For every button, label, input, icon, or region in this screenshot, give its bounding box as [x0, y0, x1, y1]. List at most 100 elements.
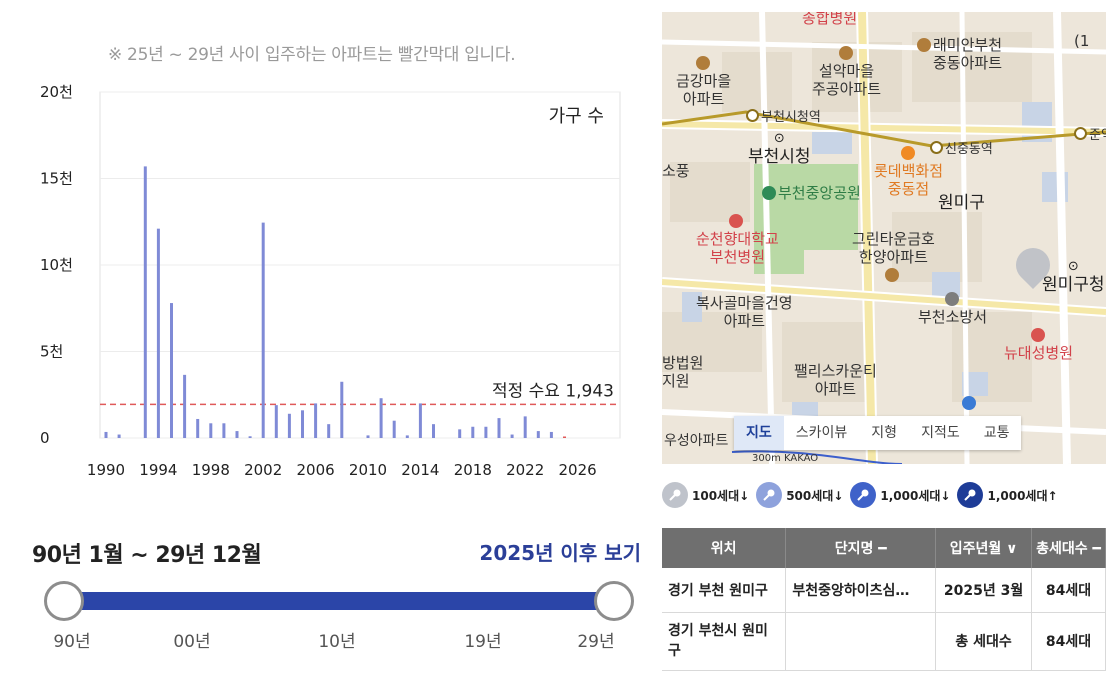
bar — [261, 222, 265, 438]
bar — [235, 431, 239, 438]
summary-empty — [785, 612, 937, 671]
bar — [117, 434, 121, 438]
series-label: 가구 수 — [549, 106, 604, 127]
slider-label-00: 00년 — [173, 632, 211, 652]
table-row[interactable]: 경기 부천 원미구 부천중앙하이츠심… 2025년 3월 84세대 — [662, 568, 1106, 613]
map-tab-cadastral[interactable]: 지적도 — [921, 425, 960, 441]
housing-supply-chart: 0 5천 10천 15천 20천 1990 1994 1998 2002 2006 2010 2014… — [0, 70, 640, 490]
map-poi-blue-pin[interactable] — [962, 394, 978, 412]
y-tick-label: 20천 — [40, 83, 73, 101]
map-poi-right-top-edge: (1 — [1074, 32, 1090, 50]
map-view[interactable]: 종합병원 래미안부천 중동아파트 설악마을 주공아파트 금강마을 아파트 부천시… — [662, 12, 1106, 464]
bar — [563, 436, 566, 438]
apartment-icon — [695, 56, 710, 70]
map-tab-terrain[interactable]: 지형 — [871, 425, 898, 441]
map-poi-raemian[interactable]: 래미안부천 중동아파트 — [917, 36, 1002, 72]
map-poi-green-town[interactable]: 그린타운금호 한양아파트 — [852, 230, 935, 284]
y-tick-label: 5천 — [40, 343, 63, 361]
bar — [432, 424, 435, 438]
y-tick-label: 15천 — [40, 170, 73, 188]
map-poi-lotte[interactable]: 롯데백화점 중동점 — [874, 144, 943, 198]
y-tick-label: 10천 — [40, 256, 73, 274]
map-poi-bottom-apt[interactable]: 우성아파트 — [664, 433, 729, 449]
range-slider-end-handle[interactable] — [594, 581, 634, 621]
x-tick-label: 2010 — [349, 461, 387, 479]
legend-1000-under-label: 1,000세대↓ — [880, 488, 951, 503]
legend-500-label: 500세대↓ — [786, 488, 844, 503]
bar — [170, 303, 173, 438]
slider-label-19: 19년 — [464, 632, 502, 652]
map-poi-palace-label: 팰리스카운티 아파트 — [794, 362, 877, 398]
map-poi-hospital-top[interactable]: 종합병원 — [802, 12, 858, 27]
map-tab-map[interactable]: 지도 — [734, 416, 784, 450]
shopping-icon — [900, 146, 915, 160]
legend-100: 100세대↓ — [662, 482, 749, 508]
slider-label-90: 90년 — [53, 632, 91, 652]
marker-500-icon — [756, 482, 783, 508]
bar — [405, 435, 409, 438]
x-tick-label: 2026 — [559, 461, 597, 479]
legend-1000-over-label: 1,000세대↑ — [987, 488, 1058, 503]
apartment-icon — [885, 268, 900, 282]
map-poi-central-park[interactable]: 부천중앙공원 — [762, 184, 861, 202]
map-poi-soonchunhyang[interactable]: 순천향대학교 부천병원 — [696, 212, 779, 266]
map-poi-wonmigu-office[interactable]: ⊙ 원미구청 — [1042, 256, 1105, 294]
map-poi-left-edge[interactable]: 소풍 — [662, 162, 690, 180]
bar — [314, 403, 318, 438]
marker-legend: 100세대↓ 500세대↓ 1,000세대↓ 1,000세대↑ — [662, 480, 1112, 510]
map-station-sinjungdong[interactable]: 신중동역 — [930, 138, 993, 157]
map-station-cityhall[interactable]: 부천시청역 — [746, 106, 821, 125]
apartment-icon — [917, 38, 931, 52]
x-tick-label: 1994 — [139, 461, 177, 479]
hospital-icon — [729, 214, 744, 228]
bar — [183, 374, 187, 438]
map-station-right[interactable]: 준익 — [1074, 124, 1106, 143]
reference-label: 적정 수요 1,943 — [492, 381, 614, 401]
map-tab-traffic[interactable]: 교통 — [983, 425, 1010, 441]
header-move-in[interactable]: 입주년월 ∨ — [935, 528, 1033, 568]
cell-households: 84세대 — [1031, 568, 1106, 613]
summary-label: 총 세대수 — [935, 612, 1033, 671]
map-poi-boksagol[interactable]: 복사골마을건영 아파트 — [696, 294, 793, 330]
summary-households: 84세대 — [1031, 612, 1106, 671]
hospital-icon — [1030, 328, 1045, 342]
table-summary-row: 경기 부천시 원미구 총 세대수 84세대 — [662, 612, 1106, 671]
map-poi-court-label: 방법원 지원 — [662, 354, 704, 390]
bar — [104, 431, 108, 438]
map-poi-wonmigu[interactable]: 원미구 — [938, 193, 985, 213]
map-poi-palace[interactable]: 팰리스카운티 아파트 — [794, 362, 877, 398]
map-poi-cityhall[interactable]: ⊙ 부천시청 — [748, 128, 811, 166]
after-2025-link[interactable]: 2025년 이후 보기 — [479, 541, 641, 565]
map-poi-seolak[interactable]: 설악마을 주공아파트 — [812, 44, 881, 98]
marker-1000-over-icon — [957, 482, 984, 508]
range-slider-track[interactable] — [62, 592, 614, 610]
map-tab-skyview[interactable]: 스카이뷰 — [795, 425, 848, 441]
map-poi-wonmigu-office-label: 원미구청 — [1042, 275, 1105, 295]
range-text: 90년 1월 ~ 29년 12월 — [32, 543, 262, 568]
bar — [143, 166, 147, 438]
chart-note: ※ 25년 ~ 29년 사이 입주하는 아파트는 빨간막대 입니다. — [108, 45, 516, 65]
cell-complex[interactable]: 부천중앙하이츠심… — [785, 568, 937, 613]
bar — [287, 413, 291, 438]
map-poi-geumgang[interactable]: 금강마을 아파트 — [676, 54, 731, 108]
y-tick-label: 0 — [40, 429, 50, 447]
x-tick-label: 1998 — [192, 461, 230, 479]
legend-500: 500세대↓ — [756, 482, 843, 508]
header-households[interactable]: 총세대수 ━ — [1031, 528, 1106, 568]
bar — [301, 410, 304, 438]
header-complex[interactable]: 단지명 ━ — [785, 528, 937, 568]
map-poi-green-town-label: 그린타운금호 한양아파트 — [852, 230, 935, 266]
cell-move-in: 2025년 3월 — [935, 568, 1033, 613]
header-location: 위치 — [662, 528, 787, 568]
bar — [536, 431, 540, 438]
map-poi-central-park-label: 부천중앙공원 — [778, 184, 861, 202]
bar — [222, 423, 226, 438]
map-poi-court[interactable]: 방법원 지원 — [662, 354, 703, 390]
range-slider-start-handle[interactable] — [44, 581, 84, 621]
apartment-table: 위치 단지명 ━ 입주년월 ∨ 총세대수 ━ 경기 부천 원미구 부천중앙하이츠… — [662, 528, 1106, 671]
bar — [196, 418, 200, 438]
bar — [458, 429, 462, 438]
map-poi-fire-station[interactable]: 부천소방서 — [918, 290, 987, 326]
park-icon — [762, 186, 776, 200]
map-poi-newdae[interactable]: 뉴대성병원 — [1004, 326, 1073, 362]
